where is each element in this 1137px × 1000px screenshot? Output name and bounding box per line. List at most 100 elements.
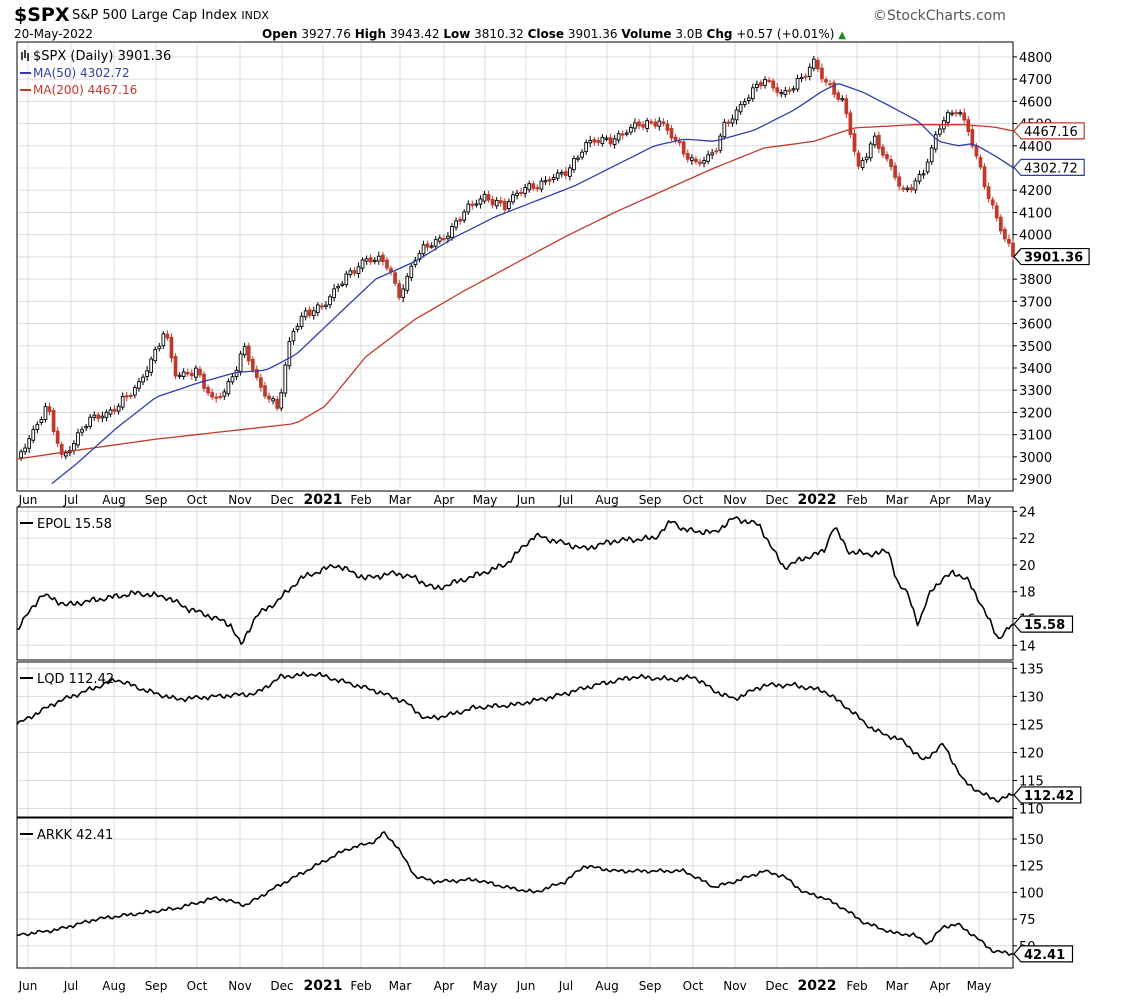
candle-body (990, 199, 995, 206)
x-tick-label-bottom: Dec (270, 979, 293, 993)
candle-body (137, 381, 141, 389)
candle-body (645, 120, 649, 129)
candle-body (328, 296, 332, 306)
candle-body (222, 391, 227, 397)
candle-body (714, 150, 719, 153)
candle-body (23, 447, 27, 453)
candle-body (474, 203, 479, 206)
y-tick-label: 4200 (1019, 184, 1052, 199)
ma200-line (16, 124, 1014, 460)
candle-body (649, 121, 654, 124)
candle-body (161, 333, 166, 347)
candle-body (641, 124, 645, 128)
candle-body (433, 239, 438, 247)
candle-body (860, 159, 865, 168)
candle-body (657, 120, 662, 127)
candle-body (279, 392, 284, 409)
candle-body (637, 121, 641, 127)
candle-body (531, 183, 536, 189)
candle-body (198, 368, 202, 376)
x-tick-label-top: May (473, 493, 498, 507)
open-value: 3927.76 (301, 27, 351, 41)
x-tick-label-top: May (967, 493, 992, 507)
candle-body (283, 364, 288, 394)
panel-frame (16, 661, 1014, 818)
candle-body (970, 129, 975, 147)
candle-body (214, 396, 219, 399)
panel-frame (16, 817, 1014, 969)
candle-body (759, 82, 763, 87)
chg-value: +0.57 (+0.01%) (736, 27, 835, 41)
candle-body (584, 142, 588, 153)
candle-body (454, 220, 458, 228)
y-tick-label: 22 (1019, 532, 1036, 547)
candle-body (35, 423, 40, 430)
quote-date: 20-May-2022 (14, 27, 94, 41)
candle-body (250, 358, 255, 371)
candle-body (429, 245, 434, 248)
value-flag-label: 42.41 (1024, 948, 1065, 963)
candle-body (352, 270, 357, 274)
candle-body (120, 396, 125, 408)
legend-ma200: MA(200) 4467.16 (33, 83, 137, 97)
candle-body (868, 143, 873, 159)
legend-epol: EPOL 15.58 (37, 517, 112, 532)
x-tick-label-top: Apr (930, 493, 951, 507)
candle-body (230, 376, 235, 383)
candle-body (141, 376, 145, 383)
candle-body (653, 121, 658, 127)
candle-body (755, 83, 759, 88)
candle-body (185, 371, 190, 375)
candle-body (893, 165, 897, 178)
epol-value-flag (1013, 615, 1074, 633)
x-tick-label-top: Aug (102, 493, 125, 507)
low-value: 3810.32 (474, 27, 524, 41)
legend-lqd: LQD 112.42 (37, 672, 114, 687)
candle-body (730, 118, 735, 124)
candle-body (946, 112, 950, 123)
candle-body (1003, 229, 1007, 240)
y-tick-label: 24 (1019, 505, 1036, 520)
candle-body (706, 154, 710, 162)
candle-body (734, 109, 739, 121)
candle-body (246, 345, 251, 362)
candle-body (76, 432, 80, 446)
candle-body (677, 141, 682, 144)
x-tick-label-top: Sep (639, 493, 662, 507)
candle-body (824, 79, 828, 83)
y-tick-label: 4700 (1019, 73, 1052, 88)
x-tick-label-bottom: Jun (18, 979, 38, 993)
candle-body (958, 112, 963, 115)
candle-body (897, 176, 902, 187)
x-tick-label-bottom: Aug (102, 979, 125, 993)
candle-body (738, 104, 743, 113)
candle-body (535, 187, 540, 190)
candle-body (872, 135, 877, 146)
candle-body (462, 211, 467, 221)
high-value: 3943.42 (389, 27, 440, 41)
value-flag-box (1013, 122, 1085, 140)
x-tick-label-bottom: May (473, 979, 498, 993)
candle-body (929, 147, 934, 163)
candle-body (259, 377, 263, 388)
up-arrow-icon: ▲ (838, 30, 846, 41)
value-flag-box (1013, 786, 1082, 804)
panel-frame (16, 506, 1014, 661)
candle-body (112, 408, 117, 412)
x-tick-label-top: Feb (350, 493, 371, 507)
y-tick-label: 130 (1019, 690, 1044, 705)
candle-body (385, 259, 389, 269)
candle-body (458, 218, 462, 222)
candle-body (543, 180, 548, 183)
candle-body (364, 258, 369, 262)
candle-body (559, 171, 564, 175)
candle-body (950, 112, 954, 115)
x-tick-label-bottom: 2021 (304, 978, 343, 994)
candle-body (169, 336, 174, 359)
x-tick-label-bottom: Mar (389, 979, 412, 993)
value-flag-box (1013, 247, 1090, 266)
brand-logo[interactable]: ©StockCharts.com (873, 8, 1006, 24)
ma50-value-flag (1013, 158, 1085, 176)
candle-body (917, 174, 922, 182)
